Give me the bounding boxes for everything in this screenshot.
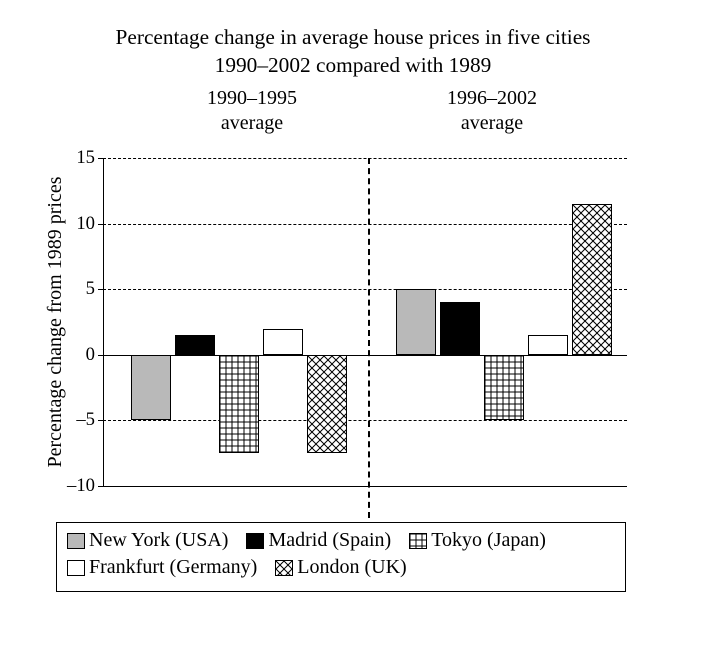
bar-frankfurt bbox=[263, 329, 303, 355]
bar-ny bbox=[396, 289, 436, 355]
legend-label: New York (USA) bbox=[89, 529, 228, 552]
legend-label: London (UK) bbox=[297, 556, 406, 579]
group-label-2: 1996–2002 average bbox=[402, 86, 582, 136]
chart-title: Percentage change in average house price… bbox=[0, 24, 706, 79]
group-label-1-line1: 1990–1995 bbox=[162, 86, 342, 111]
legend-swatch-tokyo bbox=[409, 533, 427, 549]
gridline bbox=[103, 289, 627, 290]
legend-swatch-madrid bbox=[246, 533, 264, 549]
bar-london bbox=[307, 355, 347, 453]
legend-item-madrid: Madrid (Spain) bbox=[246, 529, 391, 552]
group-label-1: 1990–1995 average bbox=[162, 86, 342, 136]
group-divider bbox=[368, 158, 370, 518]
house-price-chart: Percentage change in average house price… bbox=[0, 0, 706, 646]
legend-swatch-ny bbox=[67, 533, 85, 549]
ytick-mark bbox=[98, 420, 103, 421]
y-axis-line bbox=[103, 158, 104, 486]
ytick-mark bbox=[98, 486, 103, 487]
legend-item-ny: New York (USA) bbox=[67, 529, 228, 552]
chart-title-line2: 1990–2002 compared with 1989 bbox=[0, 52, 706, 80]
bar-madrid bbox=[440, 302, 480, 354]
legend-label: Frankfurt (Germany) bbox=[89, 556, 257, 579]
bar-frankfurt bbox=[528, 335, 568, 355]
legend-label: Madrid (Spain) bbox=[268, 529, 391, 552]
group-label-2-line1: 1996–2002 bbox=[402, 86, 582, 111]
legend-swatch-frankfurt bbox=[67, 560, 85, 576]
legend-item-tokyo: Tokyo (Japan) bbox=[409, 529, 546, 552]
gridline bbox=[103, 420, 627, 421]
ytick-mark bbox=[98, 158, 103, 159]
zero-line bbox=[103, 355, 627, 356]
bar-tokyo bbox=[484, 355, 524, 421]
legend-item-frankfurt: Frankfurt (Germany) bbox=[67, 556, 257, 579]
ytick-mark bbox=[98, 224, 103, 225]
group-label-2-line2: average bbox=[402, 111, 582, 136]
bar-tokyo bbox=[219, 355, 259, 453]
bar-madrid bbox=[175, 335, 215, 355]
ytick-mark bbox=[98, 355, 103, 356]
bar-ny bbox=[131, 355, 171, 421]
plot-area: –10–5051015 bbox=[103, 158, 627, 487]
ytick-mark bbox=[98, 289, 103, 290]
group-label-1-line2: average bbox=[162, 111, 342, 136]
y-axis-label: Percentage change from 1989 prices bbox=[44, 158, 67, 486]
legend-swatch-london bbox=[275, 560, 293, 576]
legend-label: Tokyo (Japan) bbox=[431, 529, 546, 552]
legend-item-london: London (UK) bbox=[275, 556, 406, 579]
chart-title-line1: Percentage change in average house price… bbox=[0, 24, 706, 52]
bar-london bbox=[572, 204, 612, 355]
gridline bbox=[103, 224, 627, 225]
legend: New York (USA) Madrid (Spain) Tokyo (Japan… bbox=[56, 522, 626, 592]
gridline bbox=[103, 158, 627, 159]
